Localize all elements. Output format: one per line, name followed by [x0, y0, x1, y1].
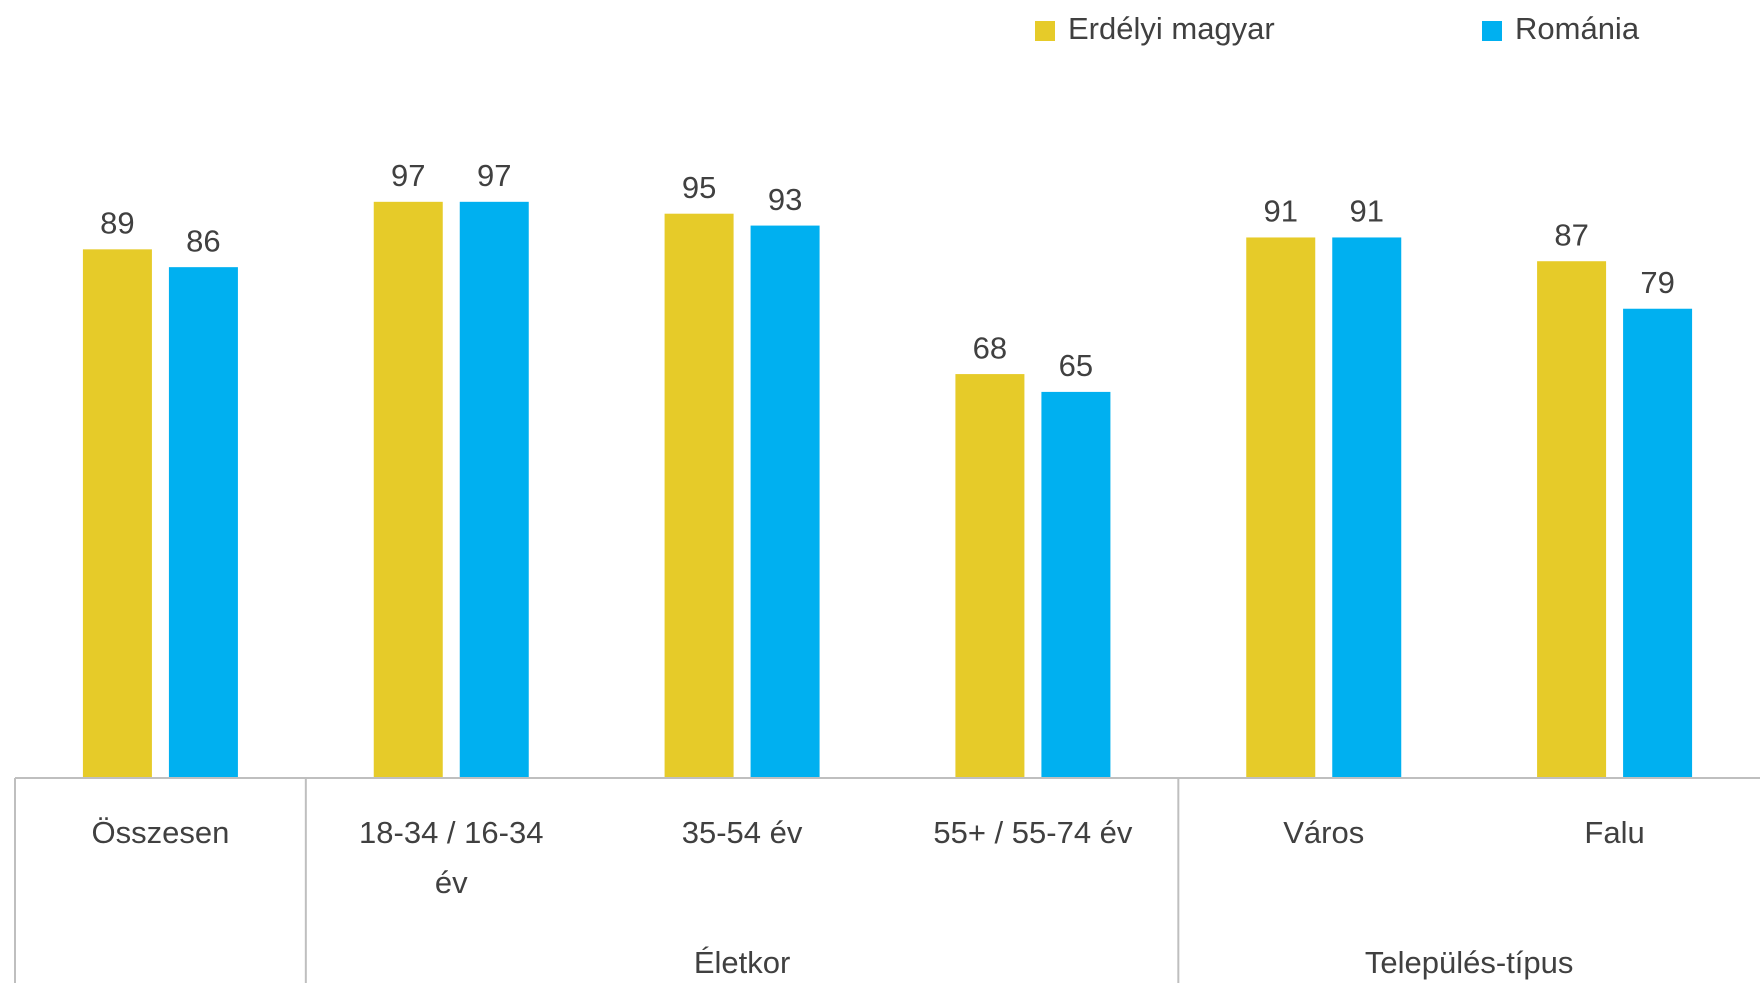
legend-label: Románia [1515, 11, 1640, 46]
x-tick-label: 55+ / 55-74 év [933, 815, 1133, 850]
x-tick-label: 35-54 év [681, 815, 803, 850]
bar [1623, 308, 1693, 778]
bar [459, 201, 529, 778]
x-tick-label: 18-34 / 16-34 év [359, 815, 544, 900]
data-label: 68 [973, 330, 1007, 365]
legend-swatch [1482, 21, 1502, 41]
data-label: 93 [768, 182, 802, 217]
data-label: 91 [1264, 194, 1298, 229]
legend-swatch [1035, 21, 1055, 41]
bar [168, 267, 238, 778]
data-label: 86 [186, 223, 220, 258]
bar [1246, 237, 1316, 778]
x-tick-label: Falu [1584, 815, 1645, 850]
group-label: Életkor [693, 945, 791, 980]
bar [373, 201, 443, 778]
bar [82, 249, 152, 779]
data-label: 95 [682, 170, 716, 205]
bar [1041, 391, 1111, 778]
bar [664, 213, 734, 778]
x-tick-label: Város [1283, 815, 1365, 850]
group-label: Település-típus [1364, 945, 1574, 980]
data-label: 89 [100, 206, 134, 241]
bar [1537, 261, 1607, 779]
data-label: 87 [1554, 217, 1588, 252]
bar [1332, 237, 1402, 778]
data-label: 97 [477, 158, 511, 193]
data-label: 65 [1059, 348, 1093, 383]
data-label: 97 [391, 158, 425, 193]
x-tick-label: Összesen [91, 815, 230, 850]
legend-label: Erdélyi magyar [1068, 11, 1275, 46]
bar [955, 374, 1025, 778]
data-label: 91 [1350, 194, 1384, 229]
data-label: 79 [1640, 265, 1674, 300]
bar [750, 225, 820, 778]
